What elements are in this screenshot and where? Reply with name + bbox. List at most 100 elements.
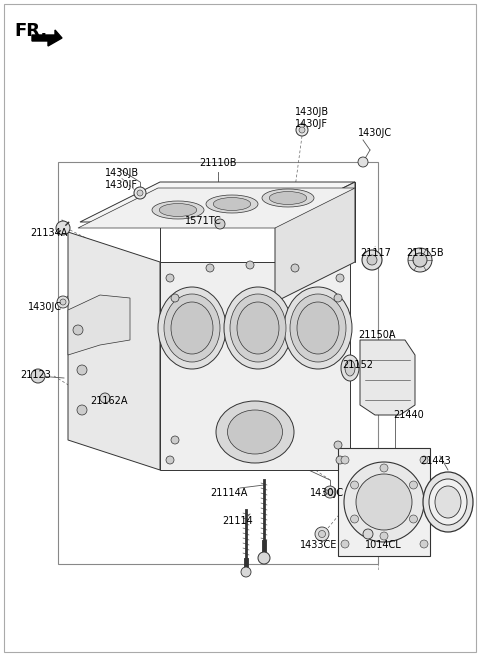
Ellipse shape <box>429 479 467 525</box>
Text: 21152: 21152 <box>342 360 373 370</box>
Ellipse shape <box>224 287 292 369</box>
Polygon shape <box>360 340 415 415</box>
Circle shape <box>60 299 66 305</box>
Circle shape <box>171 436 179 444</box>
Ellipse shape <box>206 195 258 213</box>
Circle shape <box>77 365 87 375</box>
Circle shape <box>380 532 388 540</box>
Circle shape <box>77 405 87 415</box>
Text: 1430JC: 1430JC <box>310 488 344 498</box>
Circle shape <box>350 515 359 523</box>
Circle shape <box>100 393 110 403</box>
Text: 21110B: 21110B <box>199 158 237 168</box>
Circle shape <box>334 441 342 449</box>
Text: 21115B: 21115B <box>406 248 444 258</box>
Circle shape <box>362 250 382 270</box>
Text: 21150A: 21150A <box>358 330 396 340</box>
Circle shape <box>215 219 225 229</box>
Text: 1430JB
1430JF: 1430JB 1430JF <box>105 168 139 190</box>
Ellipse shape <box>345 360 355 376</box>
Text: 21114: 21114 <box>222 516 253 526</box>
Ellipse shape <box>262 189 314 207</box>
Ellipse shape <box>284 287 352 369</box>
Polygon shape <box>68 232 160 470</box>
Circle shape <box>291 264 299 272</box>
Polygon shape <box>275 182 355 302</box>
Circle shape <box>171 294 179 302</box>
Circle shape <box>380 464 388 472</box>
Circle shape <box>420 540 428 548</box>
Circle shape <box>324 486 336 498</box>
Polygon shape <box>32 30 62 46</box>
Circle shape <box>344 462 424 542</box>
Ellipse shape <box>423 472 473 532</box>
Circle shape <box>166 456 174 464</box>
Circle shape <box>31 369 45 383</box>
Bar <box>58 162 378 564</box>
Circle shape <box>246 261 254 269</box>
Polygon shape <box>78 188 355 228</box>
Circle shape <box>341 456 349 464</box>
Circle shape <box>363 529 373 539</box>
Circle shape <box>137 190 143 196</box>
Ellipse shape <box>213 197 251 211</box>
Ellipse shape <box>216 401 294 463</box>
Text: 21440: 21440 <box>393 410 424 420</box>
Text: 1430JB
1430JF: 1430JB 1430JF <box>295 107 329 129</box>
Ellipse shape <box>164 294 220 362</box>
Ellipse shape <box>341 355 359 381</box>
Circle shape <box>341 540 349 548</box>
Circle shape <box>319 531 325 537</box>
Circle shape <box>409 481 418 489</box>
Circle shape <box>56 221 70 235</box>
Circle shape <box>315 527 329 541</box>
Circle shape <box>408 248 432 272</box>
Text: 1433CE: 1433CE <box>300 540 337 550</box>
Text: 1014CL: 1014CL <box>365 540 402 550</box>
Ellipse shape <box>230 294 286 362</box>
Ellipse shape <box>297 302 339 354</box>
Text: 21162A: 21162A <box>90 396 128 406</box>
Circle shape <box>350 481 359 489</box>
Circle shape <box>57 296 69 308</box>
Text: 1571TC: 1571TC <box>185 216 222 226</box>
Circle shape <box>327 489 333 495</box>
Text: 21117: 21117 <box>360 248 391 258</box>
Circle shape <box>299 127 305 133</box>
Circle shape <box>336 456 344 464</box>
Bar <box>338 448 430 556</box>
Text: 21134A: 21134A <box>30 228 67 238</box>
Circle shape <box>296 124 308 136</box>
Circle shape <box>73 325 83 335</box>
Circle shape <box>367 255 377 265</box>
Ellipse shape <box>228 410 283 454</box>
Ellipse shape <box>171 302 213 354</box>
Circle shape <box>336 274 344 282</box>
Text: 21114A: 21114A <box>210 488 247 498</box>
Polygon shape <box>80 182 355 222</box>
Text: FR.: FR. <box>14 22 47 40</box>
Ellipse shape <box>152 201 204 219</box>
Ellipse shape <box>158 287 226 369</box>
Ellipse shape <box>237 302 279 354</box>
Circle shape <box>206 264 214 272</box>
Polygon shape <box>68 295 130 355</box>
Circle shape <box>356 474 412 530</box>
Circle shape <box>413 253 427 267</box>
Circle shape <box>358 157 368 167</box>
Circle shape <box>420 456 428 464</box>
Circle shape <box>409 515 418 523</box>
Ellipse shape <box>159 203 197 216</box>
Text: 21123: 21123 <box>20 370 51 380</box>
Ellipse shape <box>435 486 461 518</box>
Circle shape <box>134 187 146 199</box>
Text: 1430JC: 1430JC <box>28 302 62 312</box>
Circle shape <box>241 567 251 577</box>
Polygon shape <box>160 262 350 470</box>
Circle shape <box>258 552 270 564</box>
Circle shape <box>166 274 174 282</box>
Text: 1430JC: 1430JC <box>358 128 392 138</box>
Circle shape <box>334 294 342 302</box>
Text: 21443: 21443 <box>420 456 451 466</box>
Ellipse shape <box>290 294 346 362</box>
